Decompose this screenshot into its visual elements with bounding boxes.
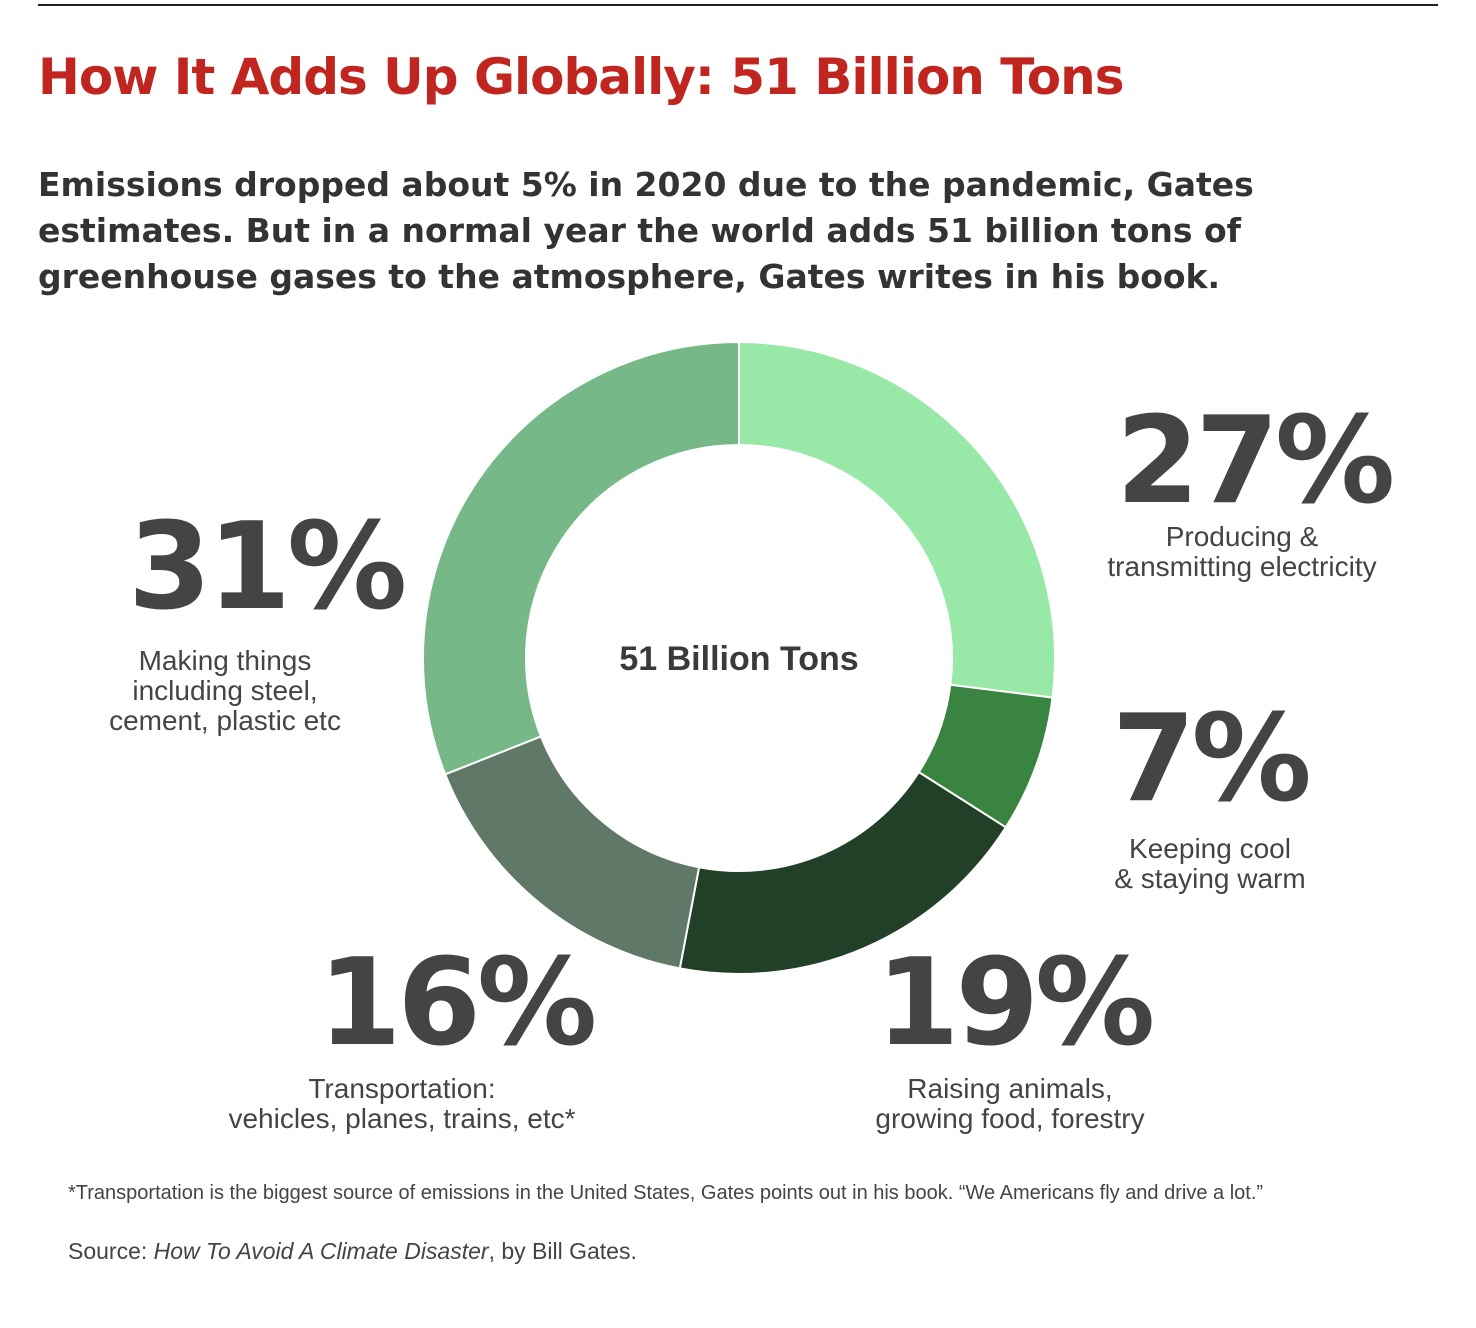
donut-center-label: 51 Billion Tons <box>619 640 858 678</box>
donut-slices <box>422 340 1056 975</box>
source-prefix: Source: <box>68 1238 154 1264</box>
description-line: cement, plastic etc <box>109 705 341 736</box>
slice-label-transportation-percent: 16% <box>318 934 597 1073</box>
slice-label-manufacturing-description: Making things including steel, cement, p… <box>90 646 360 736</box>
donut-slice-agriculture <box>678 770 1008 975</box>
chart-subtitle: Emissions dropped about 5% in 2020 due t… <box>38 165 1254 296</box>
slice-label-electricity-description: Producing & transmitting electricity <box>1082 522 1402 582</box>
slice-label-cooling-percent: 7% <box>1112 690 1312 829</box>
description-line: Making things <box>138 645 312 676</box>
source-book-title: How To Avoid A Climate Disaster <box>153 1238 489 1264</box>
slice-label-agriculture-description: Raising animals, growing food, forestry <box>850 1074 1170 1134</box>
description-line: including steel, <box>132 675 318 706</box>
description-line: growing food, forestry <box>875 1103 1145 1134</box>
top-rule <box>38 4 1438 6</box>
description-line: & staying warm <box>1114 863 1306 894</box>
chart-title: How It Adds Up Globally: 51 Billion Tons <box>38 48 1124 106</box>
donut-slice-manufacturing <box>422 340 740 776</box>
footnote: *Transportation is the biggest source of… <box>68 1182 1264 1204</box>
slice-label-transportation-description: Transportation: vehicles, planes, trains… <box>202 1074 602 1134</box>
description-line: Producing & <box>1165 521 1319 552</box>
description-line: Keeping cool <box>1129 833 1291 864</box>
description-line: transmitting electricity <box>1107 551 1377 582</box>
description-line: Transportation: <box>308 1073 496 1104</box>
slice-label-electricity-percent: 27% <box>1116 392 1395 531</box>
slice-label-agriculture-percent: 19% <box>876 934 1155 1073</box>
source-suffix: , by Bill Gates. <box>488 1238 637 1264</box>
source-line: Source: How To Avoid A Climate Disaster,… <box>68 1238 637 1265</box>
slice-label-cooling-description: Keeping cool & staying warm <box>1080 834 1340 894</box>
donut-slice-electricity <box>738 340 1056 699</box>
slice-label-manufacturing-percent: 31% <box>128 498 407 637</box>
description-line: vehicles, planes, trains, etc* <box>228 1103 576 1134</box>
description-line: Raising animals, <box>907 1073 1113 1104</box>
